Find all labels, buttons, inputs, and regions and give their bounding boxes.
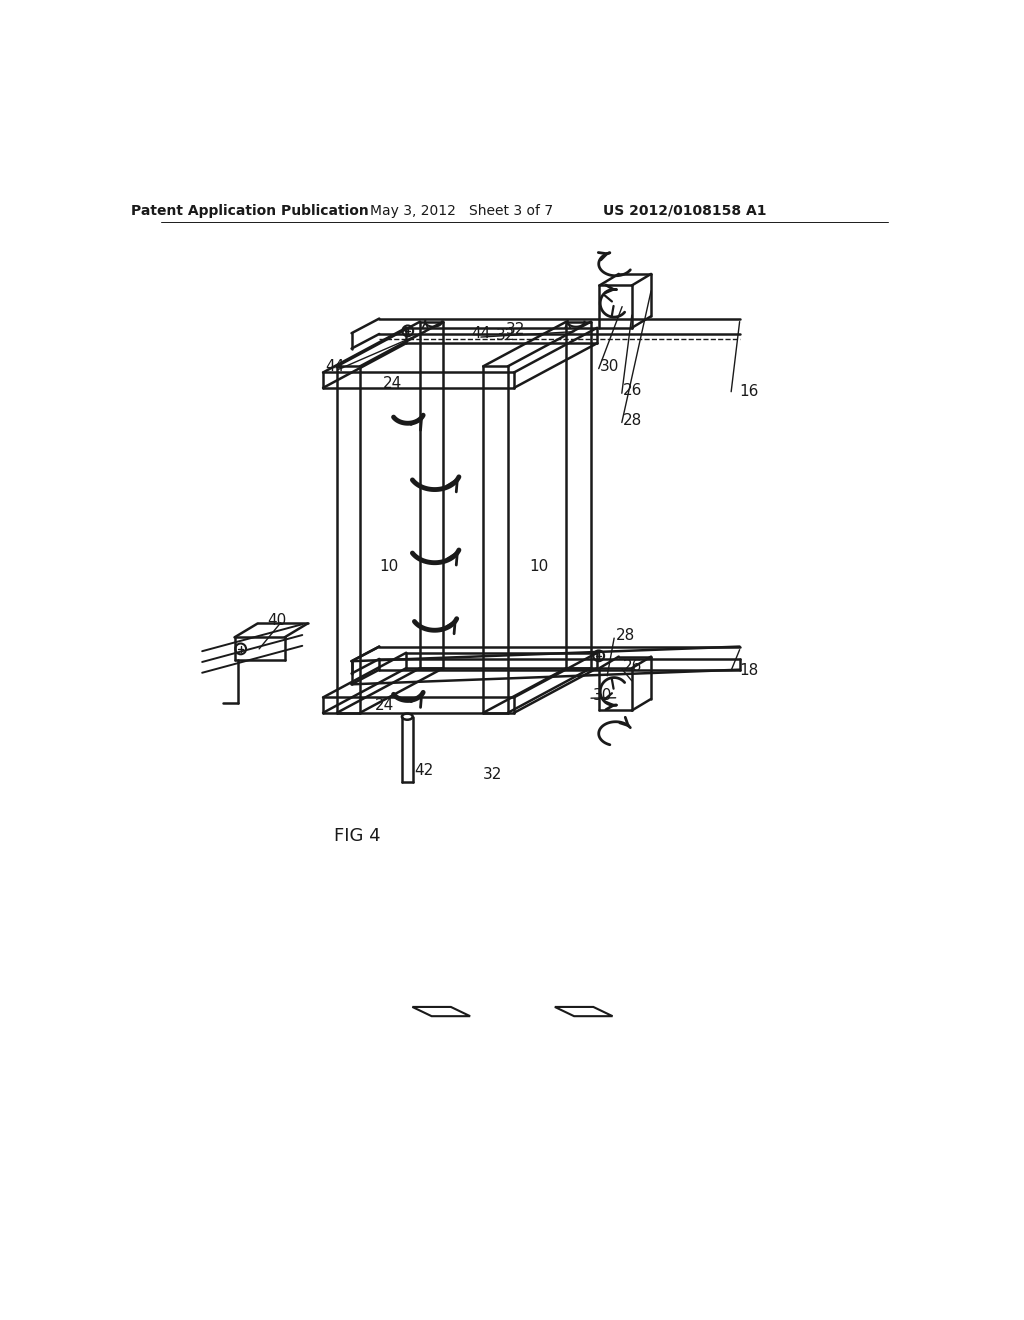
Text: Patent Application Publication: Patent Application Publication bbox=[131, 203, 369, 218]
Text: 32: 32 bbox=[496, 327, 515, 343]
Text: 28: 28 bbox=[624, 413, 643, 428]
Text: 10: 10 bbox=[379, 558, 398, 574]
Text: US 2012/0108158 A1: US 2012/0108158 A1 bbox=[603, 203, 767, 218]
Text: 42: 42 bbox=[415, 763, 434, 777]
Text: 44: 44 bbox=[325, 359, 344, 374]
Text: May 3, 2012   Sheet 3 of 7: May 3, 2012 Sheet 3 of 7 bbox=[370, 203, 553, 218]
Text: 30: 30 bbox=[600, 359, 620, 374]
Text: 18: 18 bbox=[739, 663, 758, 678]
Text: 32: 32 bbox=[482, 767, 502, 781]
Text: 28: 28 bbox=[615, 628, 635, 643]
Text: 30: 30 bbox=[593, 688, 612, 704]
Text: 32: 32 bbox=[506, 322, 525, 337]
Text: FIG 4: FIG 4 bbox=[335, 828, 381, 845]
Text: 44: 44 bbox=[471, 326, 490, 342]
Text: 16: 16 bbox=[739, 384, 758, 399]
Text: 26: 26 bbox=[624, 383, 643, 399]
Text: 24: 24 bbox=[375, 698, 394, 713]
Text: 40: 40 bbox=[267, 612, 287, 628]
Text: 24: 24 bbox=[383, 376, 402, 391]
Text: 26: 26 bbox=[624, 659, 643, 675]
Text: 10: 10 bbox=[529, 558, 548, 574]
